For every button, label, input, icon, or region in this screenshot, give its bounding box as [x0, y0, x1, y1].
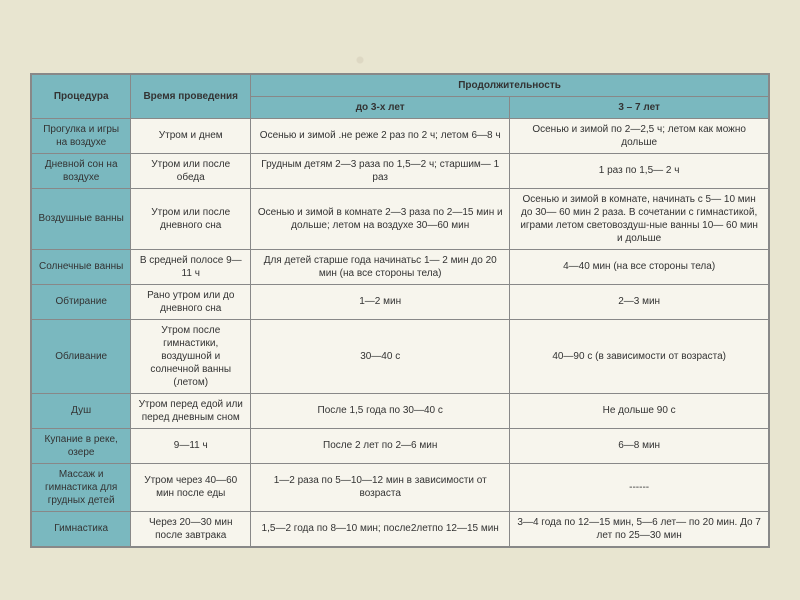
cell-procedure: Обливание [31, 319, 131, 393]
cell-3to7: 40—90 с (в зависимости от возраста) [510, 319, 769, 393]
table-row: Дневной сон на воздухеУтром или после об… [31, 153, 769, 188]
cell-time: Утром или после дневного сна [131, 188, 251, 249]
cell-3to7: Осенью и зимой по 2—2,5 ч; летом как мож… [510, 118, 769, 153]
table-row: ГимнастикаЧерез 20—30 мин после завтрака… [31, 511, 769, 547]
procedures-table: Процедура Время проведения Продолжительн… [30, 73, 770, 548]
table-row: Купание в реке, озере9—11 чПосле 2 лет п… [31, 428, 769, 463]
header-under3: до 3-х лет [251, 96, 510, 118]
table-row: ОбтираниеРано утром или до дневного сна1… [31, 284, 769, 319]
cell-procedure: Обтирание [31, 284, 131, 319]
cell-3to7: 6—8 мин [510, 428, 769, 463]
cell-under3: Осенью и зимой в комнате 2—3 раза по 2—1… [251, 188, 510, 249]
cell-procedure: Душ [31, 393, 131, 428]
header-time: Время проведения [131, 74, 251, 119]
cell-procedure: Массаж и гимнастика для грудных детей [31, 463, 131, 511]
cell-procedure: Купание в реке, озере [31, 428, 131, 463]
cell-time: Утром после гимнастики, воздушной и солн… [131, 319, 251, 393]
cell-under3: Осенью и зимой .не реже 2 раз по 2 ч; ле… [251, 118, 510, 153]
cell-time: 9—11 ч [131, 428, 251, 463]
cell-under3: 1—2 мин [251, 284, 510, 319]
table-row: Воздушные ванныУтром или после дневного … [31, 188, 769, 249]
cell-under3: Для детей старше года начинатьс 1— 2 мин… [251, 249, 510, 284]
cell-under3: После 2 лет по 2—6 мин [251, 428, 510, 463]
cell-under3: 1,5—2 года по 8—10 мин; после2летпо 12—1… [251, 511, 510, 547]
table-row: Солнечные ванныВ средней полосе 9— 11 чД… [31, 249, 769, 284]
cell-3to7: Осенью и зимой в комнате, начинать с 5— … [510, 188, 769, 249]
cell-time: Утром или после обеда [131, 153, 251, 188]
cell-under3: 30—40 с [251, 319, 510, 393]
cell-under3: Грудным детям 2—3 раза по 1,5—2 ч; старш… [251, 153, 510, 188]
header-3to7: 3 – 7 лет [510, 96, 769, 118]
table-header: Процедура Время проведения Продолжительн… [31, 74, 769, 119]
table-row: ОбливаниеУтром после гимнастики, воздушн… [31, 319, 769, 393]
cell-time: Утром перед едой или перед дневным сном [131, 393, 251, 428]
header-duration: Продолжительность [251, 74, 769, 97]
table-row: Прогулка и игры на воздухеУтром и днемОс… [31, 118, 769, 153]
header-procedure: Процедура [31, 74, 131, 119]
cell-time: Рано утром или до дневного сна [131, 284, 251, 319]
table-row: ДушУтром перед едой или перед дневным сн… [31, 393, 769, 428]
cell-time: Утром и днем [131, 118, 251, 153]
header-row-1: Процедура Время проведения Продолжительн… [31, 74, 769, 97]
cell-3to7: 1 раз по 1,5— 2 ч [510, 153, 769, 188]
cell-3to7: 2—3 мин [510, 284, 769, 319]
table-body: Прогулка и игры на воздухеУтром и днемОс… [31, 118, 769, 547]
cell-time: Утром через 40—60 мин после еды [131, 463, 251, 511]
cell-under3: После 1,5 года по 30—40 с [251, 393, 510, 428]
cell-procedure: Прогулка и игры на воздухе [31, 118, 131, 153]
cell-procedure: Солнечные ванны [31, 249, 131, 284]
cell-time: Через 20—30 мин после завтрака [131, 511, 251, 547]
cell-3to7: ------ [510, 463, 769, 511]
cell-procedure: Воздушные ванны [31, 188, 131, 249]
cell-3to7: Не дольше 90 с [510, 393, 769, 428]
cell-procedure: Гимнастика [31, 511, 131, 547]
cell-3to7: 3—4 года по 12—15 мин, 5—6 лет— по 20 ми… [510, 511, 769, 547]
table-row: Массаж и гимнастика для грудных детейУтр… [31, 463, 769, 511]
cell-procedure: Дневной сон на воздухе [31, 153, 131, 188]
cell-under3: 1—2 раза по 5—10—12 мин в зависимости от… [251, 463, 510, 511]
cell-time: В средней полосе 9— 11 ч [131, 249, 251, 284]
cell-3to7: 4—40 мин (на все стороны тела) [510, 249, 769, 284]
